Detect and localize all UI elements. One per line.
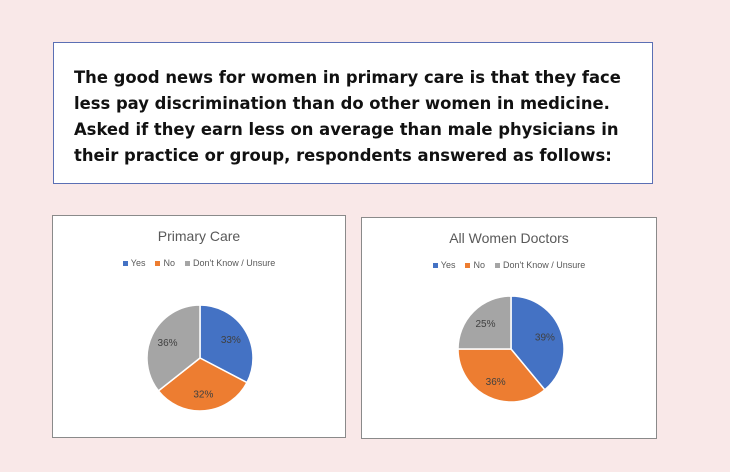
legend-label: Yes: [440, 260, 456, 270]
legend-item-yes: Yes: [432, 260, 456, 270]
slice-no: [457, 348, 546, 403]
data-label: 25%: [476, 319, 496, 330]
primary-care-chart: Primary Care Yes No Don't Know / Unsure …: [52, 215, 346, 438]
chart-legend: Yes No Don't Know / Unsure: [362, 260, 656, 270]
slice-yes: [510, 295, 565, 391]
data-label: 36%: [158, 338, 178, 349]
slice-unsure: [457, 295, 512, 350]
legend-label: No: [163, 258, 175, 268]
data-label: 36%: [486, 377, 506, 388]
pie-chart: 33% 32% 36%: [146, 304, 254, 412]
all-women-doctors-chart: All Women Doctors Yes No Don't Know / Un…: [361, 217, 657, 439]
legend-label: Yes: [130, 258, 146, 268]
chart-legend: Yes No Don't Know / Unsure: [53, 258, 345, 268]
legend-swatch: [184, 260, 190, 266]
legend-swatch: [494, 262, 500, 268]
slice-no: [157, 357, 248, 412]
intro-text-box: The good news for women in primary care …: [53, 42, 653, 184]
legend-swatch: [465, 262, 471, 268]
legend-item-unsure: Don't Know / Unsure: [494, 260, 586, 270]
legend-label: No: [473, 260, 485, 270]
chart-title: All Women Doctors: [449, 230, 569, 246]
data-label: 39%: [535, 332, 555, 343]
data-label: 33%: [221, 335, 241, 346]
legend-swatch: [432, 262, 438, 268]
slice-unsure: [146, 304, 201, 392]
legend-swatch: [155, 260, 161, 266]
chart-title: Primary Care: [157, 228, 241, 244]
legend-label: Don't Know / Unsure: [502, 260, 586, 270]
slice-yes: [199, 304, 254, 384]
legend-label: Don't Know / Unsure: [192, 258, 276, 268]
legend-swatch: [122, 260, 128, 266]
pie-chart: 39% 36% 25%: [457, 295, 565, 403]
legend-item-no: No: [155, 258, 175, 268]
legend-item-yes: Yes: [122, 258, 146, 268]
legend-item-no: No: [465, 260, 485, 270]
intro-text: The good news for women in primary care …: [74, 68, 621, 165]
legend-item-unsure: Don't Know / Unsure: [184, 258, 276, 268]
data-label: 32%: [193, 389, 213, 400]
